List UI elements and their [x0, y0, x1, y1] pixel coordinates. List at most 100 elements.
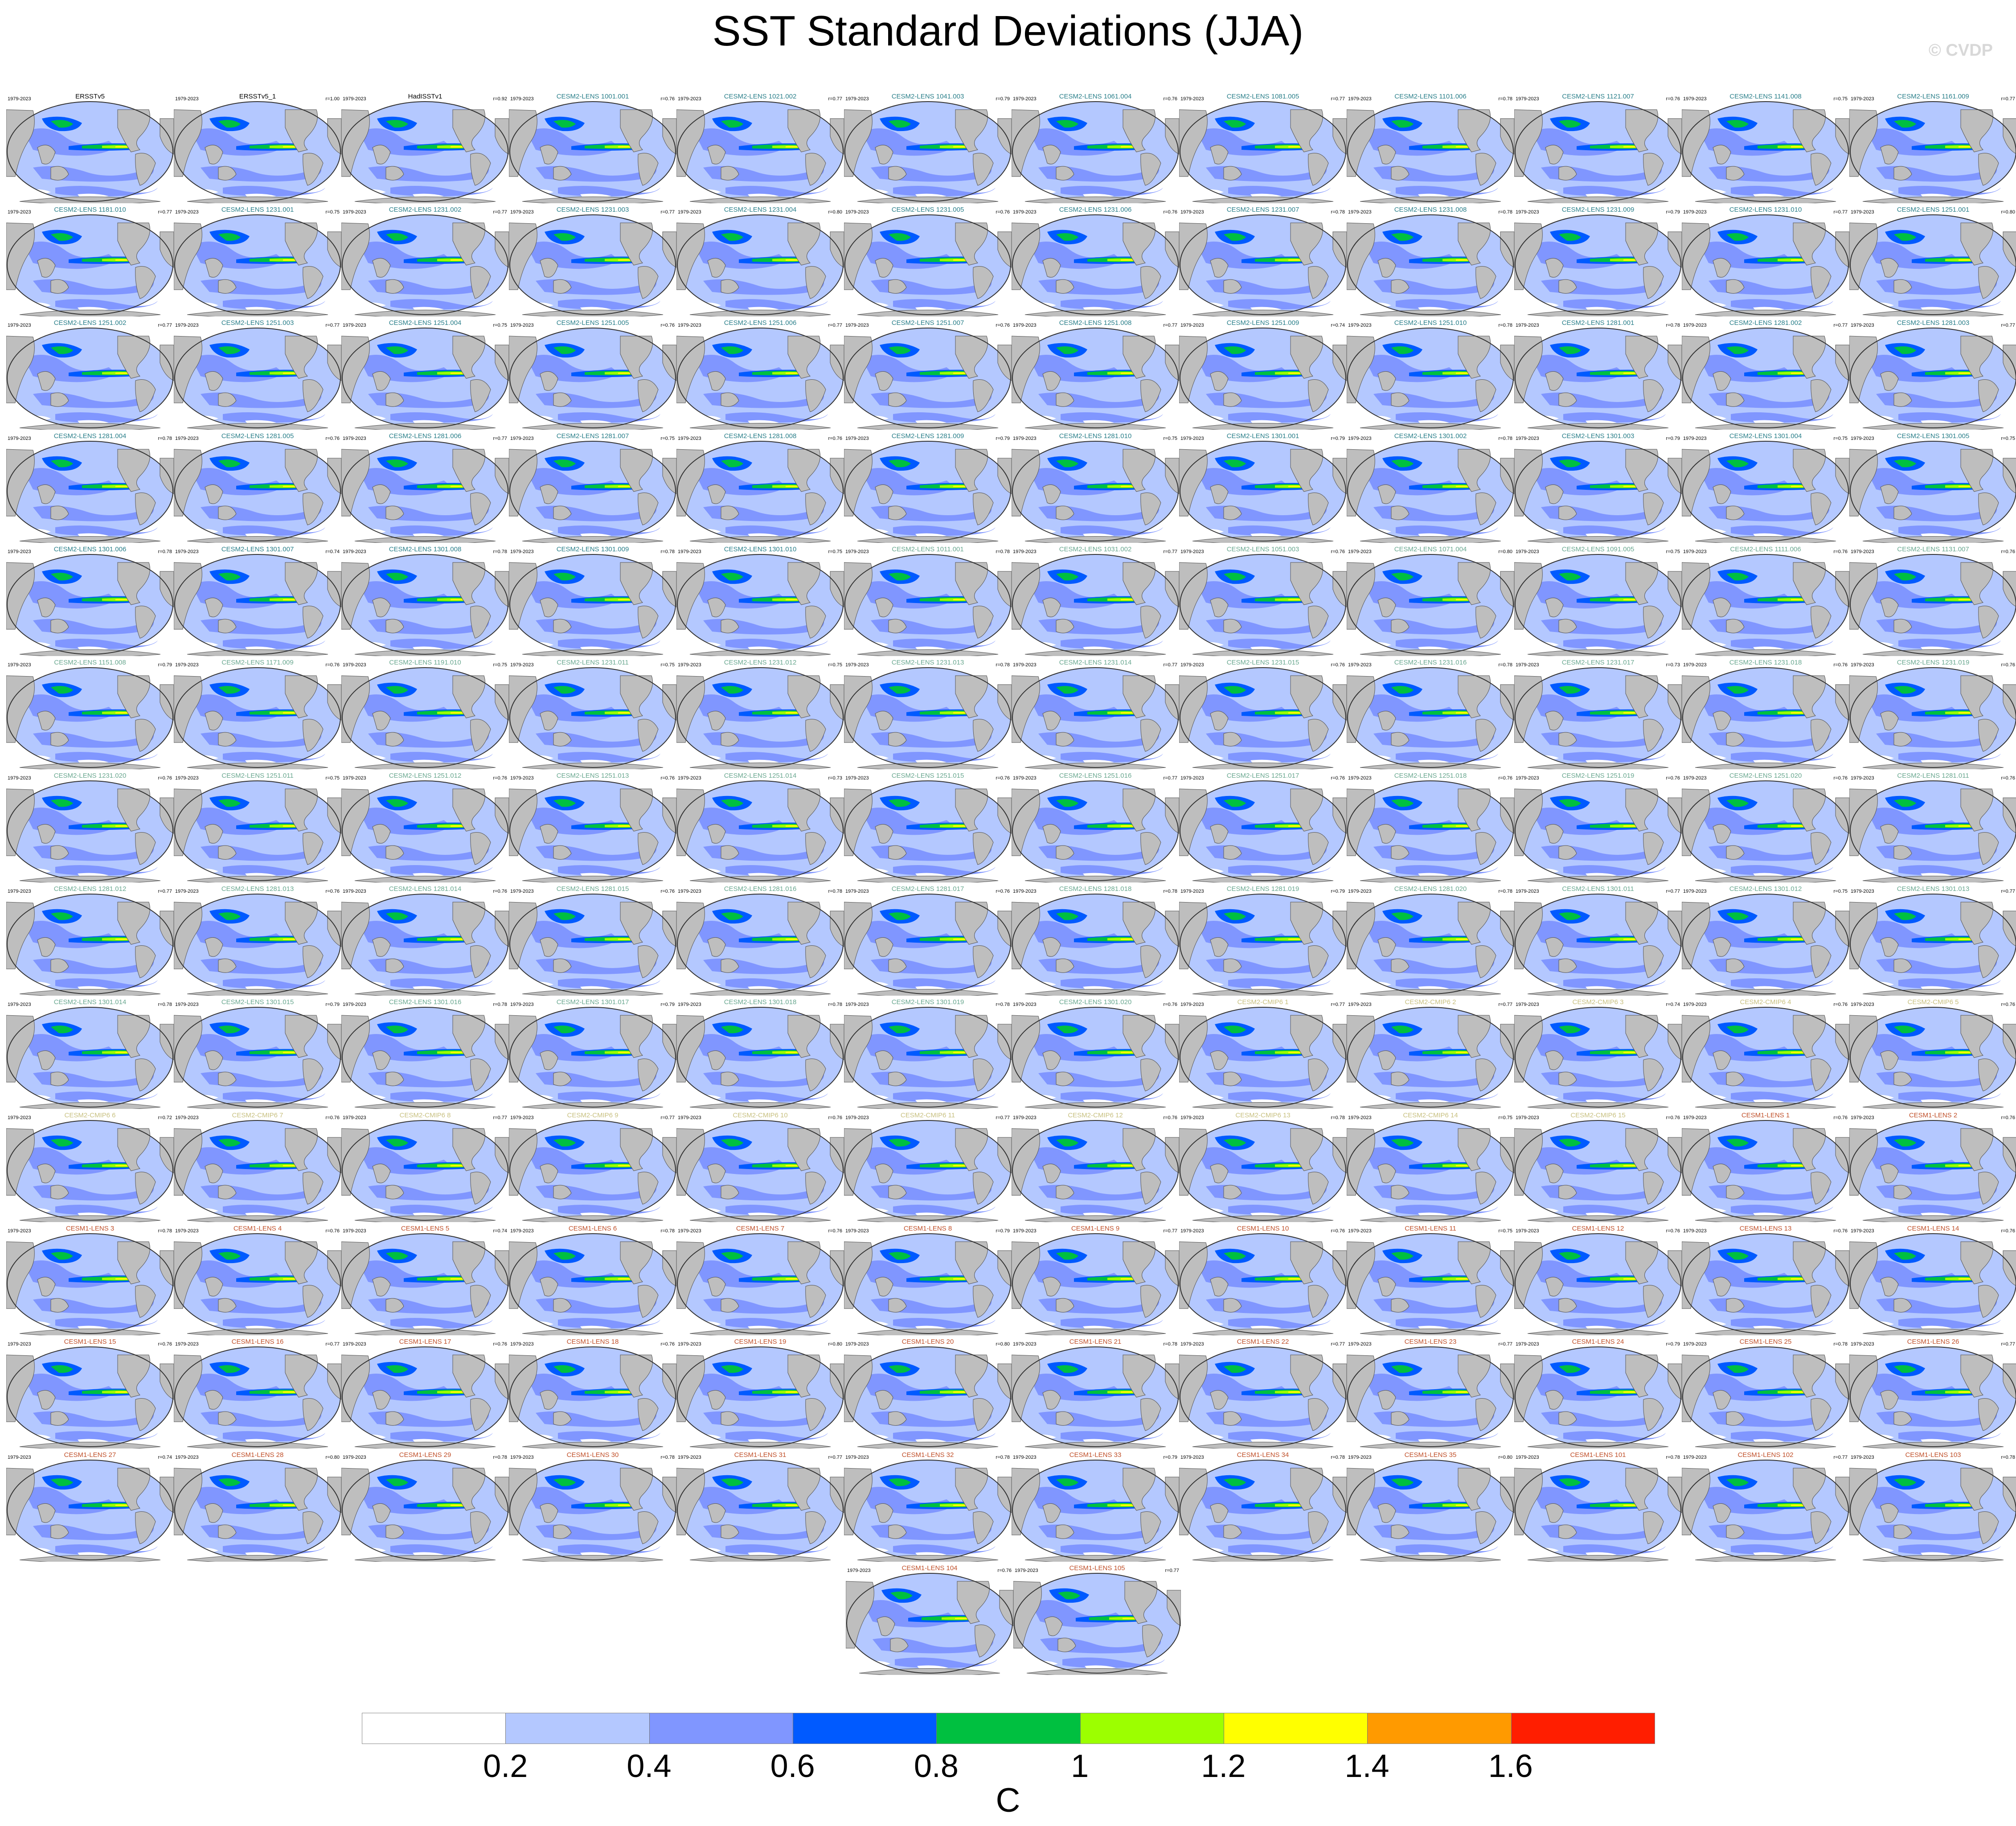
panel-pattern-correlation: r=0.79 — [325, 1002, 340, 1007]
panel-years: 1979-2023 — [845, 209, 869, 215]
panel-pattern-correlation: r=0.78 — [2001, 1455, 2016, 1460]
panel-years: 1979-2023 — [1013, 776, 1037, 781]
panel-pattern-correlation: r=0.75 — [1163, 436, 1178, 441]
panel-pattern-correlation: r=0.76 — [1666, 96, 1680, 102]
panel-pattern-correlation: r=0.74 — [1331, 323, 1345, 328]
colorbar-box — [362, 1713, 506, 1744]
colorbar-box — [649, 1713, 793, 1744]
panel-pattern-correlation: r=0.73 — [1666, 662, 1680, 668]
sst-stddev-map — [1514, 667, 1682, 769]
panel-title: CESM2-LENS 1091.005 — [1561, 546, 1635, 553]
sst-stddev-map — [341, 101, 509, 203]
panel-title: CESM2-LENS 1051.003 — [1226, 546, 1299, 553]
panel-years: 1979-2023 — [1348, 889, 1372, 894]
panel-years: 1979-2023 — [678, 1002, 701, 1007]
map-panel: CESM2-LENS 1231.001 1979-2023 r=0.75 — [174, 205, 341, 318]
map-panel: CESM2-LENS 1301.010 1979-2023 r=0.75 — [676, 545, 844, 658]
sst-stddev-map — [174, 1007, 341, 1109]
map-panel: CESM2-LENS 1231.018 1979-2023 r=0.76 — [1682, 658, 1849, 771]
panel-title: CESM1-LENS 21 — [1069, 1338, 1122, 1346]
panel-pattern-correlation: r=0.78 — [996, 1455, 1010, 1460]
map-panel: CESM2-LENS 1231.016 1979-2023 r=0.78 — [1347, 658, 1514, 771]
sst-stddev-map — [1179, 441, 1347, 543]
map-panel: CESM2-LENS 1141.008 1979-2023 r=0.75 — [1682, 92, 1849, 205]
panel-title: CESM2-LENS 1121.007 — [1562, 93, 1634, 100]
sst-stddev-map — [676, 1346, 844, 1448]
sst-stddev-map — [1682, 214, 1849, 316]
panel-pattern-correlation: r=0.77 — [1331, 1002, 1345, 1007]
map-panel: CESM2-LENS 1251.012 1979-2023 r=0.76 — [341, 771, 509, 884]
panel-title: CESM2-LENS 1281.008 — [724, 432, 797, 440]
sst-stddev-map — [1179, 780, 1347, 882]
panel-title: CESM2-LENS 1001.001 — [556, 93, 629, 100]
sst-stddev-map — [676, 554, 844, 656]
panel-pattern-correlation: r=0.75 — [828, 662, 843, 668]
panel-title: CESM2-LENS 1281.001 — [1561, 319, 1635, 327]
panel-years: 1979-2023 — [1180, 436, 1204, 441]
panel-pattern-correlation: r=0.76 — [493, 889, 508, 894]
panel-pattern-correlation: r=0.76 — [1331, 662, 1345, 668]
panel-pattern-correlation: r=0.77 — [158, 889, 172, 894]
panel-years: 1979-2023 — [1851, 436, 1874, 441]
map-panel: CESM1-LENS 4 1979-2023 r=0.76 — [174, 1224, 341, 1337]
panel-title: CESM1-LENS 5 — [401, 1225, 450, 1232]
panel-pattern-correlation: r=0.77 — [660, 209, 675, 215]
panel-pattern-correlation: r=0.77 — [1833, 1455, 1848, 1460]
map-panel: CESM2-LENS 1281.015 1979-2023 r=0.76 — [509, 884, 676, 997]
panel-title: HadISSTv1 — [408, 93, 443, 100]
map-panel: CESM1-LENS 23 1979-2023 r=0.77 — [1347, 1337, 1514, 1450]
map-panel: CESM1-LENS 28 1979-2023 r=0.80 — [174, 1450, 341, 1563]
panel-years: 1979-2023 — [1683, 323, 1707, 328]
map-panel: CESM2-CMIP6 9 1979-2023 r=0.77 — [509, 1111, 676, 1224]
sst-stddev-map — [1514, 780, 1682, 882]
sst-stddev-map — [174, 894, 341, 996]
panel-title: CESM1-LENS 2 — [1909, 1112, 1958, 1119]
panel-pattern-correlation: r=0.74 — [158, 1455, 172, 1460]
panel-title: CESM2-LENS 1231.002 — [389, 206, 462, 213]
sst-stddev-map — [1682, 1007, 1849, 1109]
panel-title: CESM1-LENS 29 — [399, 1451, 451, 1459]
sst-stddev-map — [6, 1007, 174, 1109]
map-panel: CESM2-LENS 1251.003 1979-2023 r=0.77 — [174, 318, 341, 431]
panel-pattern-correlation: r=0.78 — [1498, 209, 1513, 215]
panel-pattern-correlation: r=0.78 — [828, 1002, 843, 1007]
panel-years: 1979-2023 — [8, 1228, 31, 1234]
panel-years: 1979-2023 — [1180, 1115, 1204, 1120]
panel-pattern-correlation: r=0.75 — [1833, 889, 1848, 894]
panel-title: CESM2-LENS 1301.018 — [724, 998, 797, 1006]
sst-stddev-map — [1849, 441, 2016, 543]
panel-years: 1979-2023 — [678, 549, 701, 554]
panel-years: 1979-2023 — [1851, 323, 1874, 328]
panel-pattern-correlation: r=0.79 — [1666, 436, 1680, 441]
panel-years: 1979-2023 — [1013, 1455, 1037, 1460]
panel-years: 1979-2023 — [175, 662, 199, 668]
map-panel: CESM2-CMIP6 13 1979-2023 r=0.78 — [1179, 1111, 1347, 1224]
panel-title: CESM2-LENS 1301.009 — [556, 546, 629, 553]
panel-years: 1979-2023 — [1683, 776, 1707, 781]
panel-title: CESM2-LENS 1251.005 — [556, 319, 629, 327]
panel-years: 1979-2023 — [8, 96, 31, 102]
panel-title: CESM2-LENS 1251.004 — [389, 319, 462, 327]
map-panel: CESM2-LENS 1301.009 1979-2023 r=0.78 — [509, 545, 676, 658]
sst-stddev-map — [6, 894, 174, 996]
panel-years: 1979-2023 — [8, 1115, 31, 1120]
panel-title: CESM1-LENS 9 — [1071, 1225, 1120, 1232]
panel-title: CESM1-LENS 28 — [231, 1451, 284, 1459]
sst-stddev-map — [676, 1120, 844, 1222]
map-panel: CESM2-LENS 1281.010 1979-2023 r=0.75 — [1012, 431, 1179, 545]
panel-pattern-correlation: r=0.75 — [1498, 1115, 1513, 1120]
panel-title: CESM1-LENS 6 — [568, 1225, 617, 1232]
map-panel: CESM2-LENS 1281.008 1979-2023 r=0.76 — [676, 431, 844, 545]
panel-pattern-correlation: r=0.79 — [1163, 1455, 1178, 1460]
sst-stddev-map — [174, 667, 341, 769]
panel-years: 1979-2023 — [678, 1115, 701, 1120]
sst-stddev-map — [1347, 1346, 1514, 1448]
panel-years: 1979-2023 — [1516, 662, 1539, 668]
map-panel: CESM1-LENS 13 1979-2023 r=0.76 — [1682, 1224, 1849, 1337]
panel-pattern-correlation: r=0.79 — [660, 1002, 675, 1007]
panel-title: CESM2-LENS 1301.014 — [53, 998, 127, 1006]
map-panel: CESM2-LENS 1231.004 1979-2023 r=0.80 — [676, 205, 844, 318]
sst-stddev-map — [6, 441, 174, 543]
panel-title: CESM1-LENS 14 — [1907, 1225, 1959, 1232]
panel-title: CESM2-LENS 1281.003 — [1897, 319, 1970, 327]
